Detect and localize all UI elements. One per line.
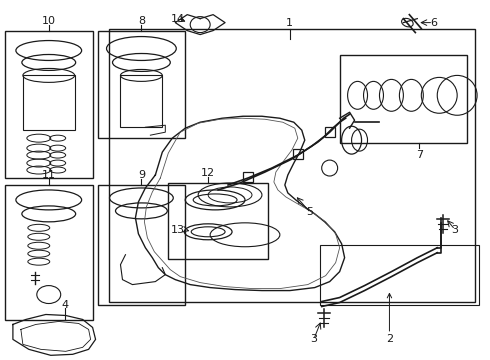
- Text: 9: 9: [138, 170, 145, 180]
- Bar: [340, 55, 467, 143]
- Text: 11: 11: [42, 170, 56, 180]
- Text: 14: 14: [171, 14, 185, 24]
- Bar: [23, 75, 74, 130]
- Bar: [325, 127, 335, 137]
- Text: 3: 3: [310, 334, 317, 345]
- Text: 7: 7: [416, 150, 423, 160]
- Text: 13: 13: [172, 225, 185, 235]
- Text: 5: 5: [306, 207, 313, 217]
- Bar: [243, 172, 253, 182]
- Bar: [293, 149, 303, 159]
- Bar: [168, 183, 268, 259]
- Text: 10: 10: [42, 15, 56, 26]
- Bar: [98, 31, 185, 138]
- Bar: [121, 75, 162, 127]
- Bar: [5, 185, 93, 320]
- Text: 12: 12: [201, 168, 215, 178]
- Text: 3: 3: [452, 225, 459, 235]
- Text: 4: 4: [61, 300, 68, 310]
- Text: 1: 1: [286, 18, 294, 28]
- Bar: [98, 185, 185, 305]
- Bar: [108, 28, 475, 302]
- Bar: [5, 31, 93, 178]
- Text: 6: 6: [430, 18, 437, 28]
- Text: 2: 2: [386, 293, 393, 345]
- Bar: [319, 245, 479, 305]
- Text: 8: 8: [138, 15, 145, 26]
